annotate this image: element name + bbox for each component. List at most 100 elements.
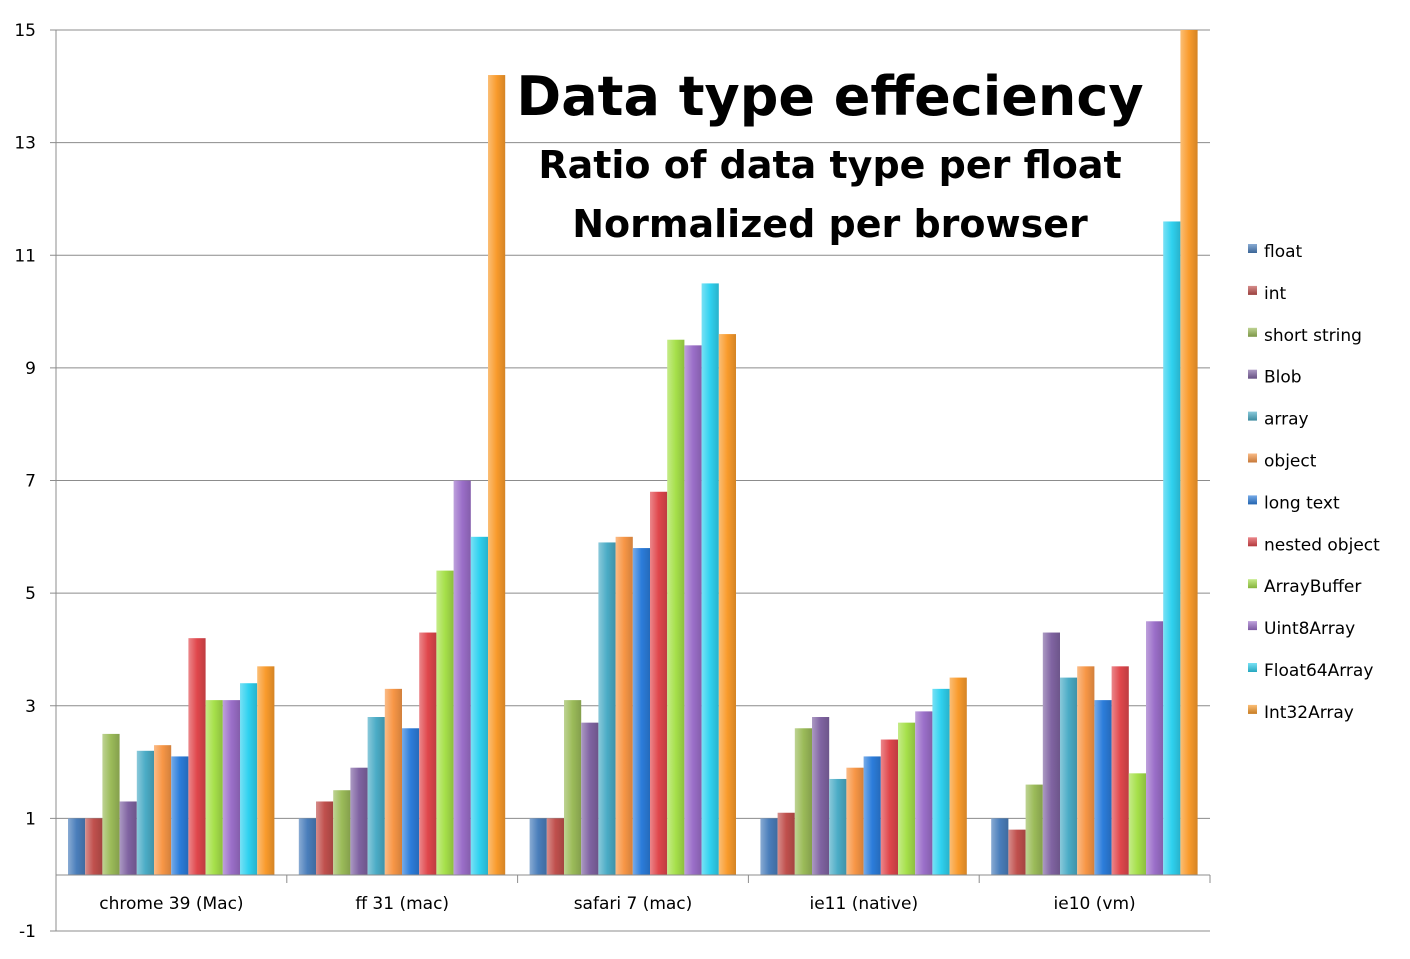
legend-label: Blob xyxy=(1264,368,1302,388)
legend-label: long text xyxy=(1264,493,1340,513)
bar xyxy=(436,570,454,875)
legend-swatch xyxy=(1248,244,1257,253)
bar xyxy=(333,790,351,875)
bar xyxy=(1042,632,1060,875)
bar xyxy=(384,688,402,875)
x-tick-label: safari 7 (mac) xyxy=(574,894,693,914)
y-tick-label: 5 xyxy=(25,584,36,604)
x-tick-label: ie10 (vm) xyxy=(1054,894,1136,914)
bar xyxy=(598,542,616,875)
bar xyxy=(829,778,847,875)
bar xyxy=(812,717,830,875)
bar xyxy=(932,688,950,875)
bar xyxy=(794,728,812,875)
bar xyxy=(684,345,702,875)
bar xyxy=(85,818,103,875)
bar xyxy=(1008,829,1026,875)
bar xyxy=(470,536,488,875)
bar xyxy=(1111,666,1129,875)
legend-swatch xyxy=(1248,285,1257,295)
bar xyxy=(350,767,368,875)
legend-swatch xyxy=(1248,663,1257,672)
bar xyxy=(1077,666,1095,875)
bars xyxy=(68,30,1198,875)
bar xyxy=(863,756,881,875)
bar xyxy=(402,728,420,875)
bar xyxy=(701,283,719,875)
bar xyxy=(1094,700,1112,875)
bar xyxy=(718,334,736,875)
bar xyxy=(632,548,650,875)
bar xyxy=(949,677,967,875)
bar xyxy=(1180,30,1198,875)
bar xyxy=(316,801,334,875)
legend-swatch xyxy=(1248,453,1257,463)
bar xyxy=(564,700,582,875)
bar xyxy=(1025,784,1043,875)
bar xyxy=(222,700,240,875)
bar xyxy=(915,711,933,875)
legend-label: Uint8Array xyxy=(1264,619,1355,639)
legend-label: int xyxy=(1264,284,1286,304)
y-tick-label: 15 xyxy=(14,21,36,41)
bar xyxy=(453,480,471,875)
legend-swatch xyxy=(1248,411,1257,421)
legend-label: float xyxy=(1264,242,1303,262)
bar xyxy=(1163,221,1181,875)
legend-swatch xyxy=(1248,579,1257,589)
legend-label: short string xyxy=(1264,326,1362,346)
bar xyxy=(188,638,206,875)
legend-label: object xyxy=(1264,452,1317,472)
bar xyxy=(546,818,564,875)
bar xyxy=(1146,621,1164,875)
legend-swatch xyxy=(1248,327,1257,337)
legend: float int short string Blob array object long … xyxy=(1248,242,1380,723)
bar xyxy=(615,536,633,875)
y-tick-label: 11 xyxy=(14,246,36,266)
x-tick-label: ie11 (native) xyxy=(810,894,919,914)
bar xyxy=(667,339,685,875)
bar xyxy=(367,717,385,875)
bar xyxy=(650,491,668,875)
y-tick-label: 9 xyxy=(25,359,36,379)
bar xyxy=(154,745,172,875)
legend-swatch xyxy=(1248,621,1257,631)
bar xyxy=(529,818,547,875)
bar xyxy=(1060,677,1078,875)
bar xyxy=(298,818,316,875)
bar xyxy=(240,683,258,875)
bar xyxy=(119,801,137,875)
chart-title: Data type effeciency xyxy=(516,65,1143,128)
bar xyxy=(898,722,916,875)
legend-label: ArrayBuffer xyxy=(1264,577,1361,597)
legend-label: Float64Array xyxy=(1264,661,1373,681)
legend-label: nested object xyxy=(1264,535,1380,555)
x-tick-label: chrome 39 (Mac) xyxy=(99,894,243,914)
bar xyxy=(991,818,1009,875)
bar xyxy=(488,75,506,875)
bar xyxy=(1128,773,1146,875)
x-tick-label: ff 31 (mac) xyxy=(355,894,449,914)
bar xyxy=(880,739,898,875)
bar xyxy=(205,700,223,875)
chart-subtitle-line-2: Normalized per browser xyxy=(572,202,1088,246)
legend-swatch xyxy=(1248,537,1257,547)
bar xyxy=(68,818,86,875)
y-tick-label: 1 xyxy=(25,809,36,829)
bar xyxy=(136,750,154,875)
y-tick-label: 7 xyxy=(25,472,36,492)
bar xyxy=(777,812,795,875)
chart-title-block: Data type effeciency Ratio of data type … xyxy=(516,65,1143,246)
bar xyxy=(581,722,599,875)
bar xyxy=(257,666,275,875)
legend-swatch xyxy=(1248,704,1257,714)
y-tick-label: 3 xyxy=(25,697,36,717)
legend-label: Int32Array xyxy=(1264,703,1354,723)
legend-label: array xyxy=(1264,410,1309,430)
bar xyxy=(846,767,864,875)
bar xyxy=(102,733,120,875)
bar xyxy=(760,818,778,875)
legend-swatch xyxy=(1248,495,1257,505)
